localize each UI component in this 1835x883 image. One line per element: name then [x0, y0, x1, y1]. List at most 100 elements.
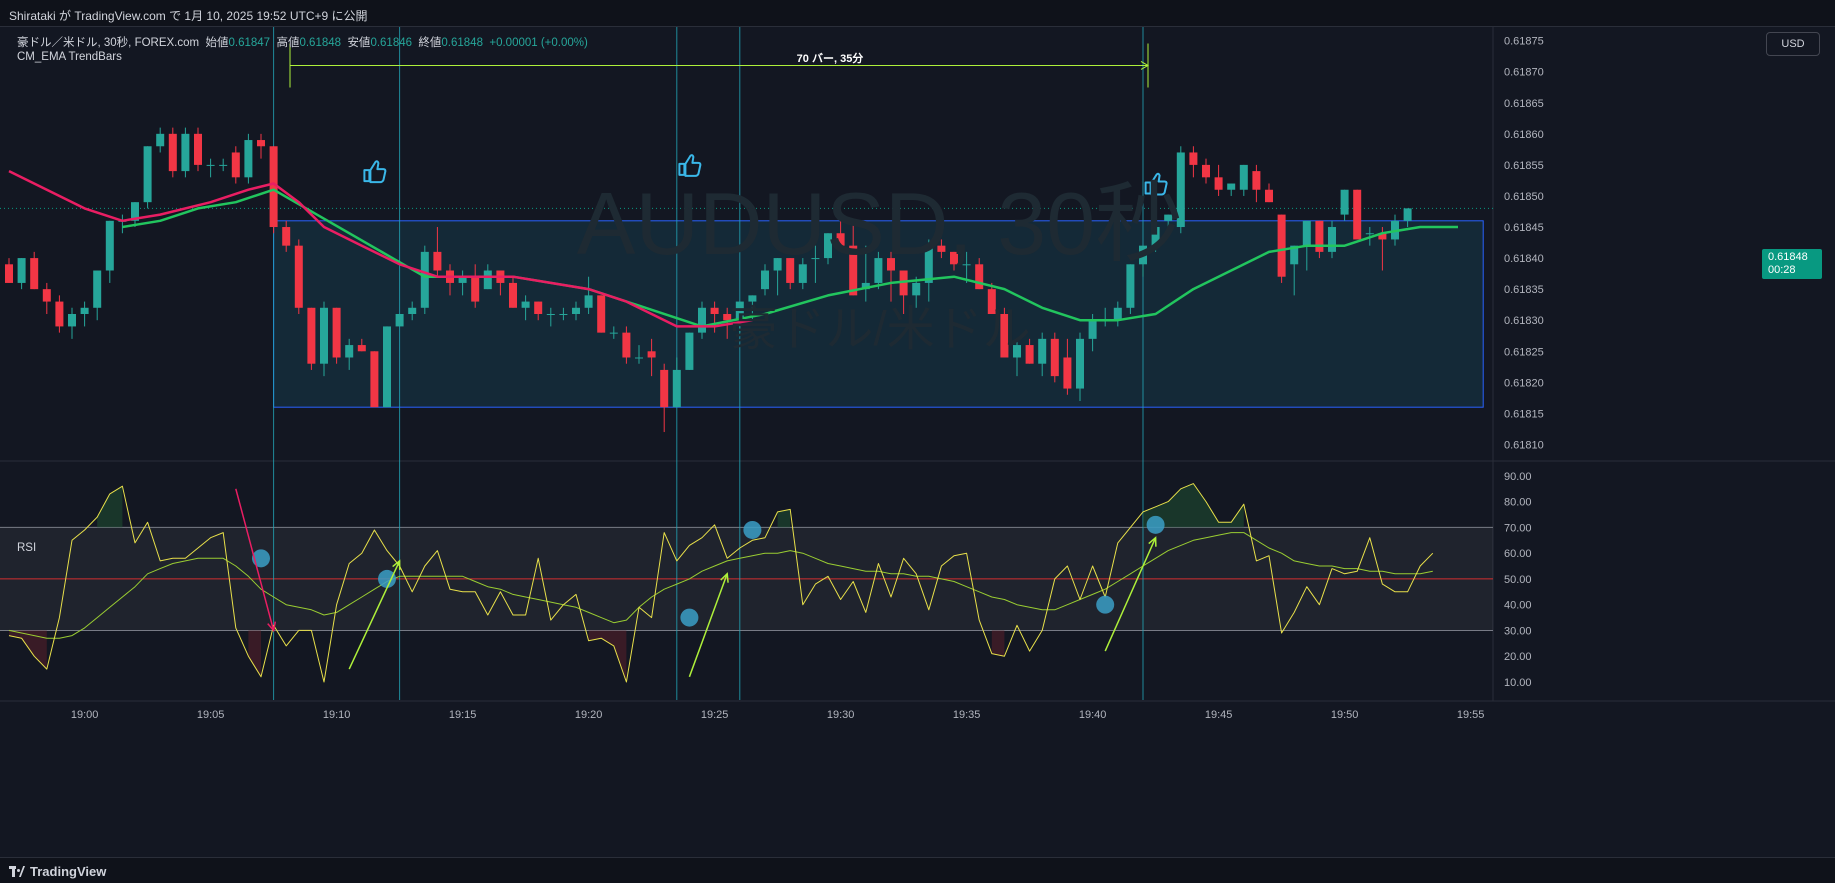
candle-up — [80, 307, 89, 314]
candle-down — [660, 369, 669, 408]
price-tick-label: 0.61810 — [1504, 439, 1544, 451]
candle-down — [1378, 233, 1387, 240]
candle-down — [1000, 314, 1009, 358]
candle-up — [1365, 233, 1374, 235]
thumbs-up-icon — [1144, 172, 1168, 196]
close-value: 0.61848 — [441, 37, 483, 49]
rsi-pane-label[interactable]: RSI — [17, 542, 37, 554]
candle-up — [698, 307, 706, 333]
candle-down — [168, 133, 177, 172]
candle-up — [584, 295, 593, 308]
candle-up — [635, 357, 643, 359]
last-price-tag: 0.61848 00:28 — [1762, 249, 1822, 279]
rsi-tick-label: 40.00 — [1504, 600, 1532, 612]
candle-up — [244, 140, 253, 178]
candle-up — [798, 264, 807, 283]
candle-up — [685, 332, 694, 370]
rsi-arrow-head — [720, 572, 729, 583]
rsi-signal-marker — [680, 608, 699, 627]
price-tick-label: 0.61855 — [1504, 160, 1544, 172]
rsi-signal-marker — [1096, 595, 1115, 614]
rsi-overbought-fill — [1143, 483, 1244, 528]
time-tick-label: 19:35 — [953, 709, 981, 721]
candle-up — [93, 270, 102, 308]
candle-up — [1227, 183, 1236, 190]
price-chart[interactable]: 0.61875 0.61870 0.61865 0.61860 0.61855 0.618… — [0, 27, 1835, 857]
symbol-watermark: AUDUSD, 30秒 — [576, 174, 1184, 273]
change-value: +0.00001 (+0.00%) — [489, 37, 588, 49]
candle-up — [1139, 245, 1147, 265]
candle-down — [1202, 164, 1210, 178]
rsi-arrow-shaft — [688, 573, 728, 678]
candle-down — [975, 264, 984, 290]
tradingview-logo[interactable]: TradingView — [9, 864, 106, 879]
candle-up — [924, 245, 933, 283]
candle-down — [1189, 152, 1198, 165]
candle-down — [1025, 345, 1034, 364]
candle-up — [458, 276, 467, 283]
rsi-tick-label: 70.00 — [1504, 522, 1532, 534]
price-tick-label: 0.61830 — [1504, 315, 1544, 327]
price-tick-label: 0.61820 — [1504, 377, 1544, 389]
candle-up — [105, 220, 114, 271]
candle-up — [861, 282, 870, 290]
candle-up — [420, 251, 429, 308]
thumbs-up-icon — [678, 154, 702, 177]
time-tick-label: 19:15 — [449, 709, 477, 721]
symbol-name[interactable]: 豪ドル／米ドル, 30秒, FOREX.com — [17, 37, 200, 49]
candle-down — [471, 276, 480, 302]
candle-down — [30, 258, 39, 290]
candle-up — [1126, 264, 1135, 308]
publish-text: Shirataki が TradingView.com で 1月 10, 202… — [9, 9, 368, 23]
thumbs-up-shape — [678, 154, 702, 177]
price-tick-label: 0.61840 — [1504, 253, 1544, 265]
candle-down — [269, 146, 278, 228]
candle-up — [1164, 214, 1173, 221]
rsi-tick-label: 90.00 — [1504, 471, 1532, 483]
price-tick-label: 0.61860 — [1504, 129, 1544, 141]
rsi-tick-label: 80.00 — [1504, 497, 1532, 509]
chart-main-layer — [5, 43, 1458, 683]
candle-up — [320, 307, 328, 364]
currency-button[interactable]: USD — [1766, 32, 1820, 56]
candle-down — [937, 245, 946, 252]
candle-down — [1252, 171, 1261, 190]
time-tick-label: 19:45 — [1205, 709, 1233, 721]
candle-down — [849, 245, 858, 296]
rsi-oversold-fill — [588, 630, 627, 682]
price-tick-label: 0.61865 — [1504, 98, 1544, 110]
time-tick-label: 19:20 — [575, 709, 603, 721]
rsi-overbought-fill — [777, 509, 791, 528]
candle-up — [345, 345, 354, 358]
symbol-watermark-sub: 豪ドル/米ドル — [729, 303, 1031, 356]
rsi-oversold-fill — [991, 630, 1005, 657]
high-value: 0.61848 — [299, 37, 342, 49]
time-tick-label: 19:30 — [827, 709, 855, 721]
candle-up — [17, 258, 26, 283]
thumbs-up-shape — [363, 160, 387, 184]
tradingview-logo-icon — [9, 866, 25, 877]
ema-fast-line — [8, 169, 753, 328]
bar-countdown: 00:28 — [1768, 264, 1796, 276]
candle-up — [773, 258, 782, 271]
candle-down — [597, 295, 606, 333]
price-tick-label: 0.61835 — [1504, 284, 1544, 296]
measure-label: 70 バー, 35分 — [796, 53, 864, 65]
candle-up — [68, 314, 76, 327]
candle-down — [194, 133, 202, 165]
candle-down — [1315, 220, 1324, 252]
candle-up — [824, 233, 832, 259]
candle-up — [559, 314, 568, 315]
indicator-legend[interactable]: CM_EMA TrendBars — [17, 51, 122, 63]
rsi-signal-marker — [378, 569, 396, 588]
candle-up — [1403, 208, 1412, 221]
candle-down — [370, 351, 379, 408]
candle-up — [521, 301, 530, 308]
open-value: 0.61847 — [228, 37, 271, 49]
publish-header: Shirataki が TradingView.com で 1月 10, 202… — [0, 0, 1835, 27]
rsi-arrow-head — [392, 559, 401, 570]
symbol-legend[interactable]: 豪ドル／米ドル, 30秒, FOREX.com 始値0.61847 高値0.61… — [17, 34, 588, 50]
candle-down — [647, 351, 656, 358]
candle-up — [483, 270, 492, 290]
candle-down — [1265, 189, 1273, 203]
